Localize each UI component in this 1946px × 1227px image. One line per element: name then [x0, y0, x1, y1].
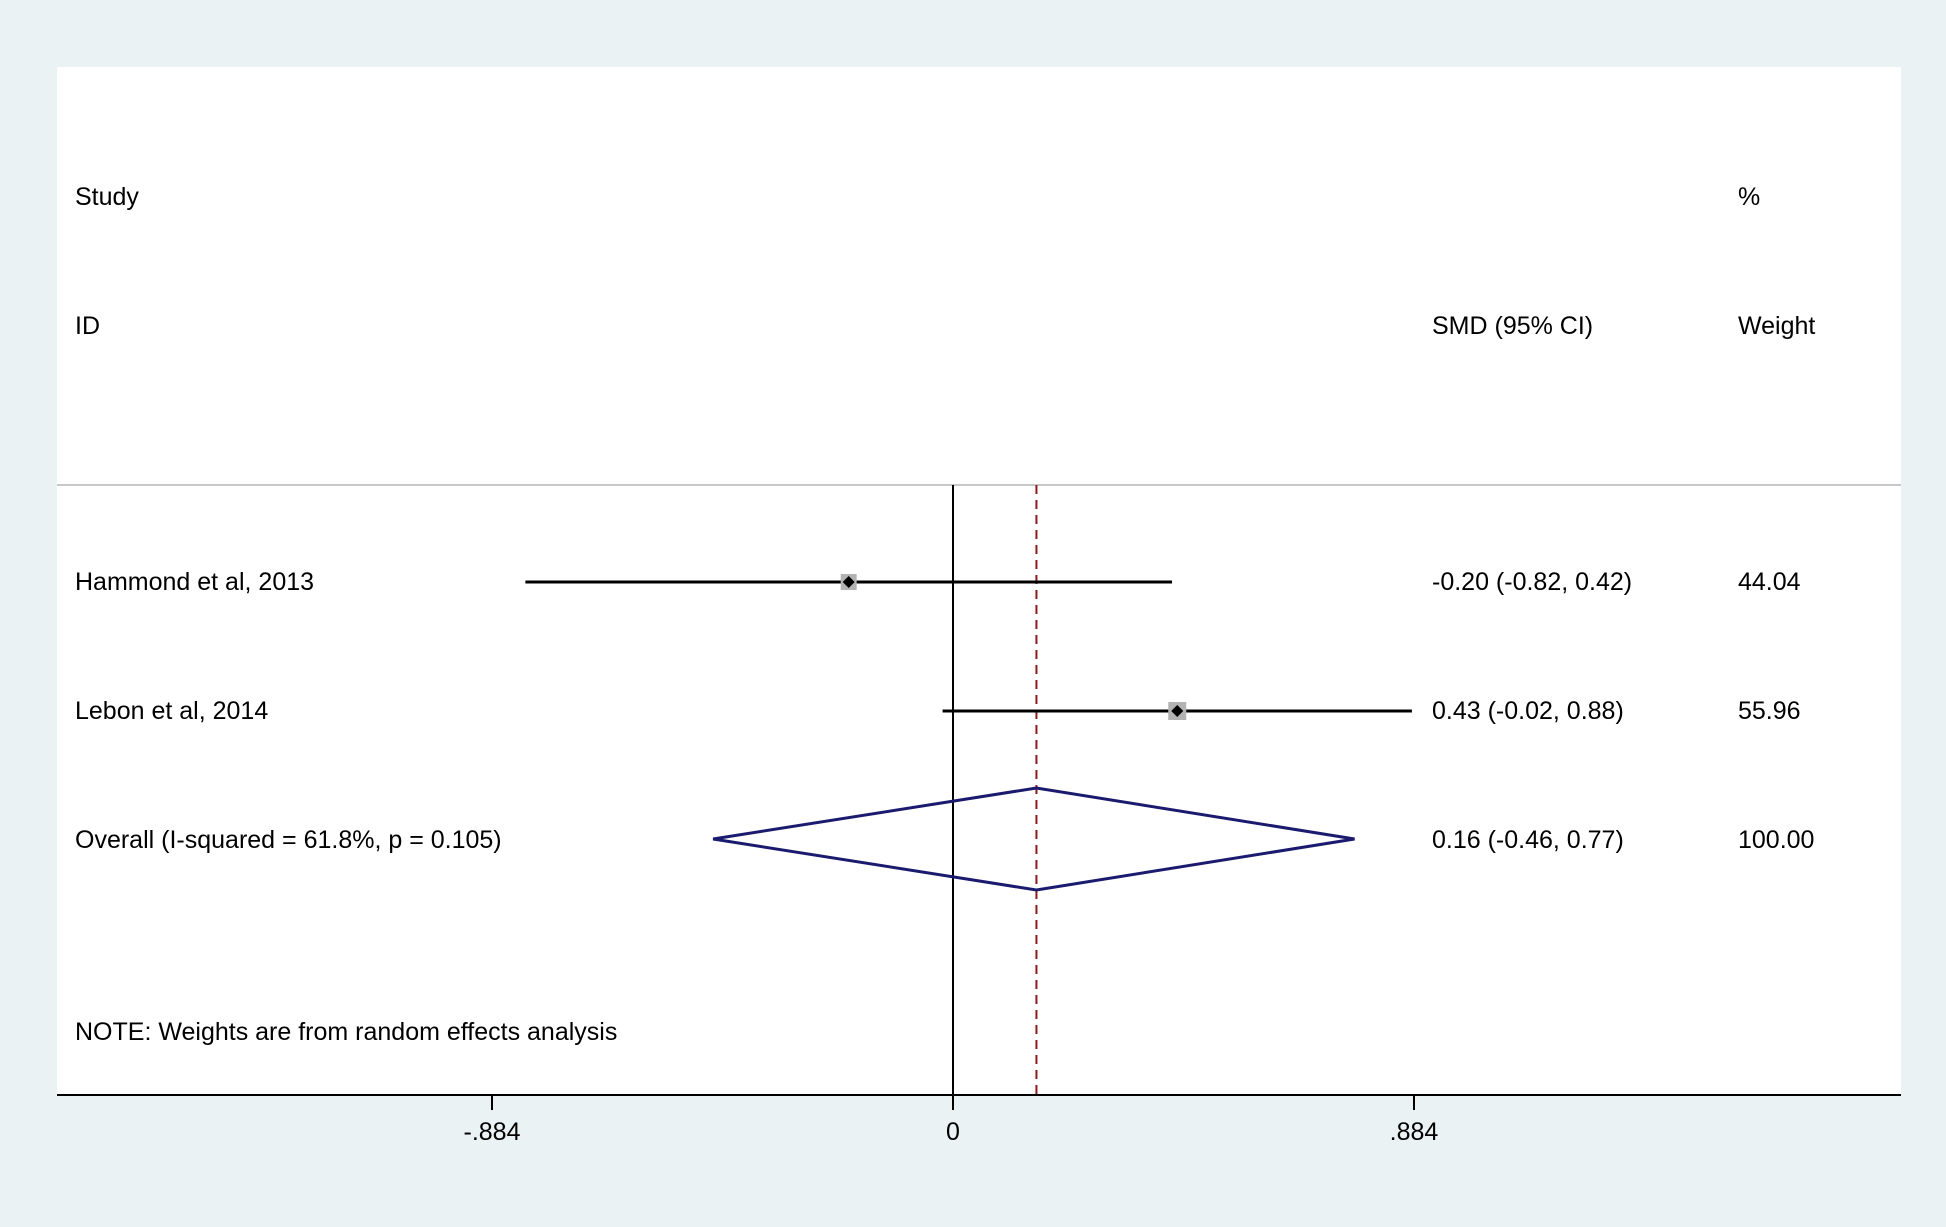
- study-weight-1: 55.96: [1738, 697, 1801, 725]
- plot-marks: [525, 485, 1412, 1095]
- overall-diamond: [712, 786, 1355, 892]
- header-weight: Weight: [1738, 312, 1815, 340]
- x-tick-label-0: -.884: [464, 1118, 521, 1146]
- weights-note: NOTE: Weights are from random effects an…: [75, 1018, 617, 1046]
- header-study: Study: [75, 183, 139, 211]
- header-percent: %: [1738, 183, 1760, 211]
- study-ci-text-1: 0.43 (-0.02, 0.88): [1432, 697, 1624, 725]
- overall-label: Overall (I-squared = 61.8%, p = 0.105): [75, 826, 502, 854]
- study-ci-text-0: -0.20 (-0.82, 0.42): [1432, 568, 1632, 596]
- study-weight-0: 44.04: [1738, 568, 1801, 596]
- x-tick-label-1: 0: [946, 1118, 960, 1146]
- study-label-0: Hammond et al, 2013: [75, 568, 314, 596]
- header-id: ID: [75, 312, 100, 340]
- study-point-1: [1171, 705, 1184, 717]
- header-effect: SMD (95% CI): [1432, 312, 1593, 340]
- overall-weight: 100.00: [1738, 826, 1814, 854]
- x-tick-label-2: .884: [1390, 1118, 1439, 1146]
- study-label-1: Lebon et al, 2014: [75, 697, 268, 725]
- study-point-0: [842, 576, 855, 588]
- overall-ci-text: 0.16 (-0.46, 0.77): [1432, 826, 1624, 854]
- x-axis-ticks: -.884 0 .884: [464, 1095, 1439, 1146]
